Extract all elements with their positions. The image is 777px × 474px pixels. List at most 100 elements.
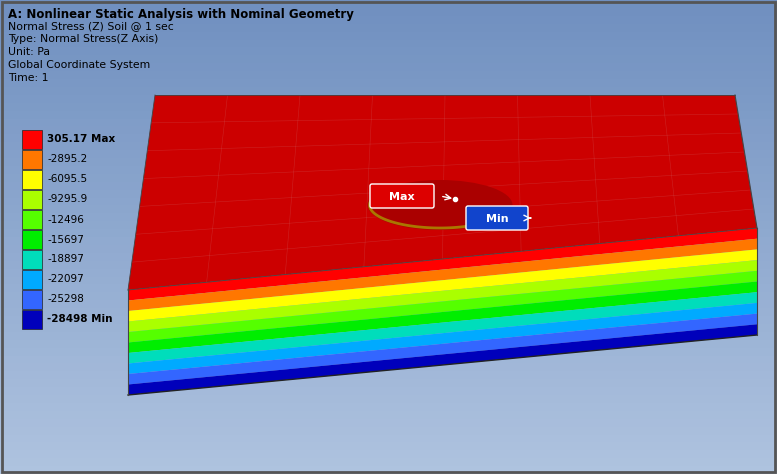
- Bar: [0, 356, 777, 364]
- Bar: [0, 205, 777, 213]
- Text: Min: Min: [486, 213, 508, 224]
- Polygon shape: [128, 324, 757, 395]
- Bar: [0, 379, 777, 387]
- Bar: [0, 435, 777, 442]
- Text: A: Nonlinear Static Analysis with Nominal Geometry: A: Nonlinear Static Analysis with Nomina…: [8, 8, 354, 21]
- Bar: [0, 245, 777, 253]
- Text: Time: 1: Time: 1: [8, 73, 48, 83]
- Bar: [0, 419, 777, 427]
- Text: -25298: -25298: [47, 294, 84, 304]
- Text: -18897: -18897: [47, 255, 84, 264]
- Bar: [0, 0, 777, 8]
- Polygon shape: [128, 282, 757, 353]
- Bar: [0, 387, 777, 395]
- Bar: [0, 403, 777, 411]
- FancyBboxPatch shape: [22, 270, 42, 289]
- Bar: [0, 103, 777, 110]
- Text: -6095.5: -6095.5: [47, 174, 87, 184]
- Bar: [0, 118, 777, 127]
- Bar: [0, 213, 777, 221]
- Polygon shape: [128, 228, 757, 301]
- FancyBboxPatch shape: [466, 206, 528, 230]
- Bar: [0, 292, 777, 300]
- Bar: [0, 166, 777, 174]
- Bar: [0, 32, 777, 39]
- Bar: [0, 39, 777, 47]
- Polygon shape: [128, 292, 757, 364]
- Bar: [0, 332, 777, 340]
- Bar: [0, 364, 777, 371]
- FancyBboxPatch shape: [22, 170, 42, 189]
- Bar: [0, 253, 777, 261]
- Polygon shape: [128, 95, 757, 290]
- FancyBboxPatch shape: [22, 230, 42, 249]
- Bar: [0, 229, 777, 237]
- Bar: [0, 411, 777, 419]
- FancyBboxPatch shape: [22, 250, 42, 269]
- Polygon shape: [128, 314, 757, 384]
- Bar: [0, 395, 777, 403]
- Text: -12496: -12496: [47, 215, 84, 225]
- Bar: [0, 87, 777, 95]
- Bar: [0, 300, 777, 308]
- Bar: [0, 24, 777, 32]
- FancyBboxPatch shape: [22, 210, 42, 229]
- Bar: [0, 79, 777, 87]
- Text: 305.17 Max: 305.17 Max: [47, 135, 115, 145]
- Bar: [0, 16, 777, 24]
- Text: Global Coordinate System: Global Coordinate System: [8, 60, 150, 70]
- FancyBboxPatch shape: [22, 190, 42, 209]
- Bar: [0, 55, 777, 63]
- Text: Type: Normal Stress(Z Axis): Type: Normal Stress(Z Axis): [8, 34, 159, 44]
- Bar: [0, 110, 777, 118]
- Bar: [0, 95, 777, 103]
- Bar: [0, 269, 777, 276]
- Bar: [0, 150, 777, 158]
- Bar: [0, 142, 777, 150]
- Bar: [0, 174, 777, 182]
- Text: Unit: Pa: Unit: Pa: [8, 47, 50, 57]
- Bar: [0, 134, 777, 142]
- FancyBboxPatch shape: [22, 130, 42, 149]
- Bar: [0, 276, 777, 284]
- Ellipse shape: [368, 180, 513, 230]
- Text: Max: Max: [389, 191, 415, 201]
- Bar: [0, 427, 777, 435]
- FancyBboxPatch shape: [370, 184, 434, 208]
- Text: -9295.9: -9295.9: [47, 194, 87, 204]
- Polygon shape: [128, 239, 757, 311]
- Bar: [0, 371, 777, 379]
- Text: -15697: -15697: [47, 235, 84, 245]
- Bar: [0, 237, 777, 245]
- Bar: [0, 71, 777, 79]
- FancyBboxPatch shape: [22, 150, 42, 169]
- Bar: [0, 466, 777, 474]
- Bar: [0, 316, 777, 324]
- Text: -2895.2: -2895.2: [47, 155, 87, 164]
- Bar: [0, 190, 777, 198]
- FancyBboxPatch shape: [22, 310, 42, 329]
- Polygon shape: [128, 260, 757, 332]
- Bar: [0, 347, 777, 356]
- Bar: [0, 308, 777, 316]
- Bar: [0, 458, 777, 466]
- Text: Normal Stress (Z) Soil @ 1 sec: Normal Stress (Z) Soil @ 1 sec: [8, 21, 174, 31]
- Bar: [0, 127, 777, 134]
- Bar: [0, 450, 777, 458]
- Polygon shape: [128, 271, 757, 343]
- Bar: [0, 198, 777, 205]
- Bar: [0, 442, 777, 450]
- Bar: [0, 261, 777, 269]
- Bar: [0, 8, 777, 16]
- Text: -28498 Min: -28498 Min: [47, 315, 113, 325]
- Polygon shape: [128, 303, 757, 374]
- Bar: [0, 284, 777, 292]
- Bar: [0, 324, 777, 332]
- Bar: [0, 340, 777, 347]
- Bar: [0, 47, 777, 55]
- Polygon shape: [128, 249, 757, 321]
- FancyBboxPatch shape: [22, 290, 42, 309]
- Bar: [0, 182, 777, 190]
- Bar: [0, 221, 777, 229]
- Bar: [0, 63, 777, 71]
